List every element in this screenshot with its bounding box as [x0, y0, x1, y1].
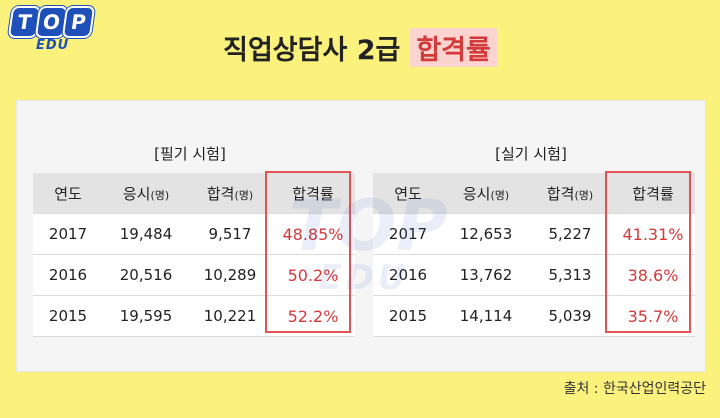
header-applicants-unit: (명): [150, 188, 170, 202]
header-applicants-unit: (명): [490, 188, 510, 202]
source-credit: 출처 : 한국산업인력공단: [563, 381, 706, 397]
header-year: 연도: [33, 173, 103, 214]
top-edu-logo: T O P EDU: [10, 8, 93, 54]
header-applicants-label: 응시: [122, 184, 151, 203]
table-row: 2015 19,595 10,221 52.2%: [33, 295, 355, 337]
cell-passed: 10,289: [189, 254, 271, 296]
cell-passed: 9,517: [189, 213, 271, 255]
header-passed-label: 합격: [546, 184, 575, 203]
header-applicants: 응시(명): [443, 173, 529, 214]
header-passed-unit: (명): [574, 188, 594, 202]
cell-year: 2015: [33, 295, 103, 337]
cell-applicants: 20,516: [103, 254, 189, 296]
cell-applicants: 13,762: [443, 254, 529, 296]
practical-exam-title: [실기 시험]: [495, 145, 567, 163]
table-header-row: 연도 응시(명) 합격(명) 합격률: [33, 173, 355, 214]
stats-card: [필기 시험] [실기 시험] 연도 응시(명) 합격(명) 합격률 2017 …: [16, 100, 706, 372]
title-main: 직업상담사 2급: [223, 35, 401, 66]
header-pass-rate: 합격률: [611, 173, 695, 214]
cell-applicants: 14,114: [443, 295, 529, 337]
cell-year: 2016: [33, 254, 103, 296]
cell-pass-rate: 41.31%: [611, 213, 695, 255]
header-pass-rate: 합격률: [271, 173, 355, 214]
cell-passed: 5,039: [529, 295, 611, 337]
table-header-row: 연도 응시(명) 합격(명) 합격률: [373, 173, 695, 214]
practical-exam-table: 연도 응시(명) 합격(명) 합격률 2017 12,653 5,227 41.…: [373, 173, 695, 337]
watermark-top: TOP: [289, 185, 448, 267]
cell-applicants: 19,484: [103, 213, 189, 255]
written-exam-title: [필기 시험]: [154, 145, 226, 163]
cell-applicants: 12,653: [443, 213, 529, 255]
header-passed: 합격(명): [189, 173, 271, 214]
practical-pass-rate-highlight: [605, 171, 691, 333]
written-exam-table: 연도 응시(명) 합격(명) 합격률 2017 19,484 9,517 48.…: [33, 173, 355, 337]
table-row: 2017 19,484 9,517 48.85%: [33, 213, 355, 255]
logo-sub: EDU: [36, 38, 70, 53]
cell-passed: 5,227: [529, 213, 611, 255]
table-row: 2016 20,516 10,289 50.2%: [33, 254, 355, 296]
written-pass-rate-highlight: [265, 171, 351, 333]
cell-pass-rate: 48.85%: [271, 213, 355, 255]
header-passed-unit: (명): [234, 188, 254, 202]
table-row: 2015 14,114 5,039 35.7%: [373, 295, 695, 337]
cell-pass-rate: 38.6%: [611, 254, 695, 296]
table-row: 2016 13,762 5,313 38.6%: [373, 254, 695, 296]
page-title: 직업상담사 2급 합격률: [0, 28, 720, 67]
cell-year: 2017: [373, 213, 443, 255]
cell-year: 2016: [373, 254, 443, 296]
header-passed-label: 합격: [206, 184, 235, 203]
header-year: 연도: [373, 173, 443, 214]
cell-passed: 5,313: [529, 254, 611, 296]
cell-pass-rate: 50.2%: [271, 254, 355, 296]
cell-pass-rate: 35.7%: [611, 295, 695, 337]
watermark-logo: TOP EDU: [289, 185, 448, 301]
cell-passed: 10,221: [189, 295, 271, 337]
cell-pass-rate: 52.2%: [271, 295, 355, 337]
cell-applicants: 19,595: [103, 295, 189, 337]
cell-year: 2017: [33, 213, 103, 255]
header-passed: 합격(명): [529, 173, 611, 214]
header-applicants: 응시(명): [103, 173, 189, 214]
table-row: 2017 12,653 5,227 41.31%: [373, 213, 695, 255]
title-highlight: 합격률: [410, 28, 497, 67]
cell-year: 2015: [373, 295, 443, 337]
header-applicants-label: 응시: [462, 184, 491, 203]
watermark-edu: EDU: [318, 258, 410, 298]
